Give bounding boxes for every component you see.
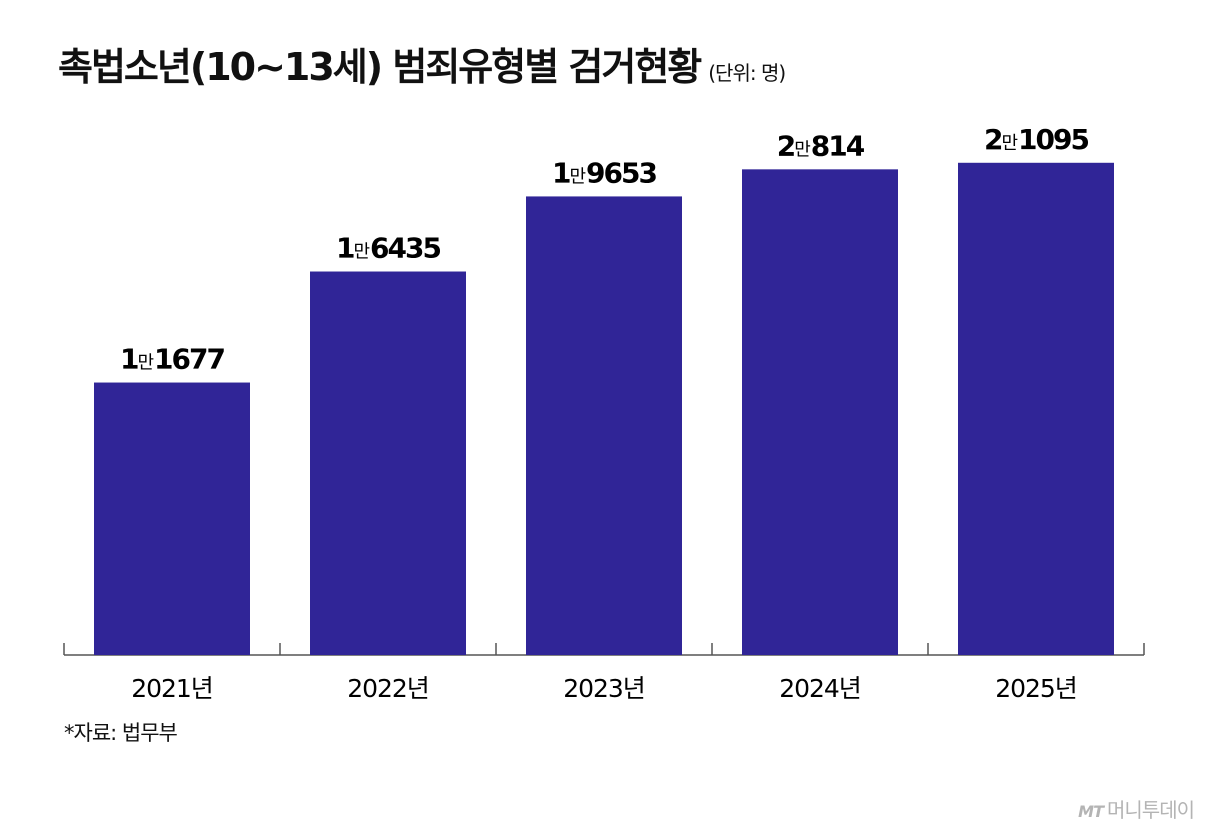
data-label: 1만6435 xyxy=(336,232,440,265)
bar xyxy=(526,196,682,655)
unit-note: (단위: 명) xyxy=(708,61,786,85)
data-label: 1만9653 xyxy=(552,156,656,189)
watermark-logo: MT xyxy=(1078,802,1104,821)
chart-title: 촉법소년(10~13세) 범죄유형별 검거현황 (단위: 명) xyxy=(58,36,786,91)
data-label: 2만1095 xyxy=(984,123,1088,156)
chart-title-text: 촉법소년(10~13세) 범죄유형별 검거현황 xyxy=(58,45,702,89)
x-tick-label: 2022년 xyxy=(347,674,429,703)
x-tick-label: 2021년 xyxy=(131,674,213,703)
source-note: *자료: 법무부 xyxy=(64,721,178,745)
bar xyxy=(310,271,466,655)
x-tick-label: 2025년 xyxy=(995,674,1077,703)
bar xyxy=(94,382,250,655)
watermark: MT 머니투데이 xyxy=(1078,794,1195,823)
data-label: 2만814 xyxy=(777,129,865,162)
watermark-text: 머니투데이 xyxy=(1107,798,1195,822)
x-tick-label: 2024년 xyxy=(779,674,861,703)
data-label: 1만1677 xyxy=(120,343,224,376)
bar xyxy=(958,162,1114,656)
bar xyxy=(742,169,898,655)
x-tick-label: 2023년 xyxy=(563,674,645,703)
